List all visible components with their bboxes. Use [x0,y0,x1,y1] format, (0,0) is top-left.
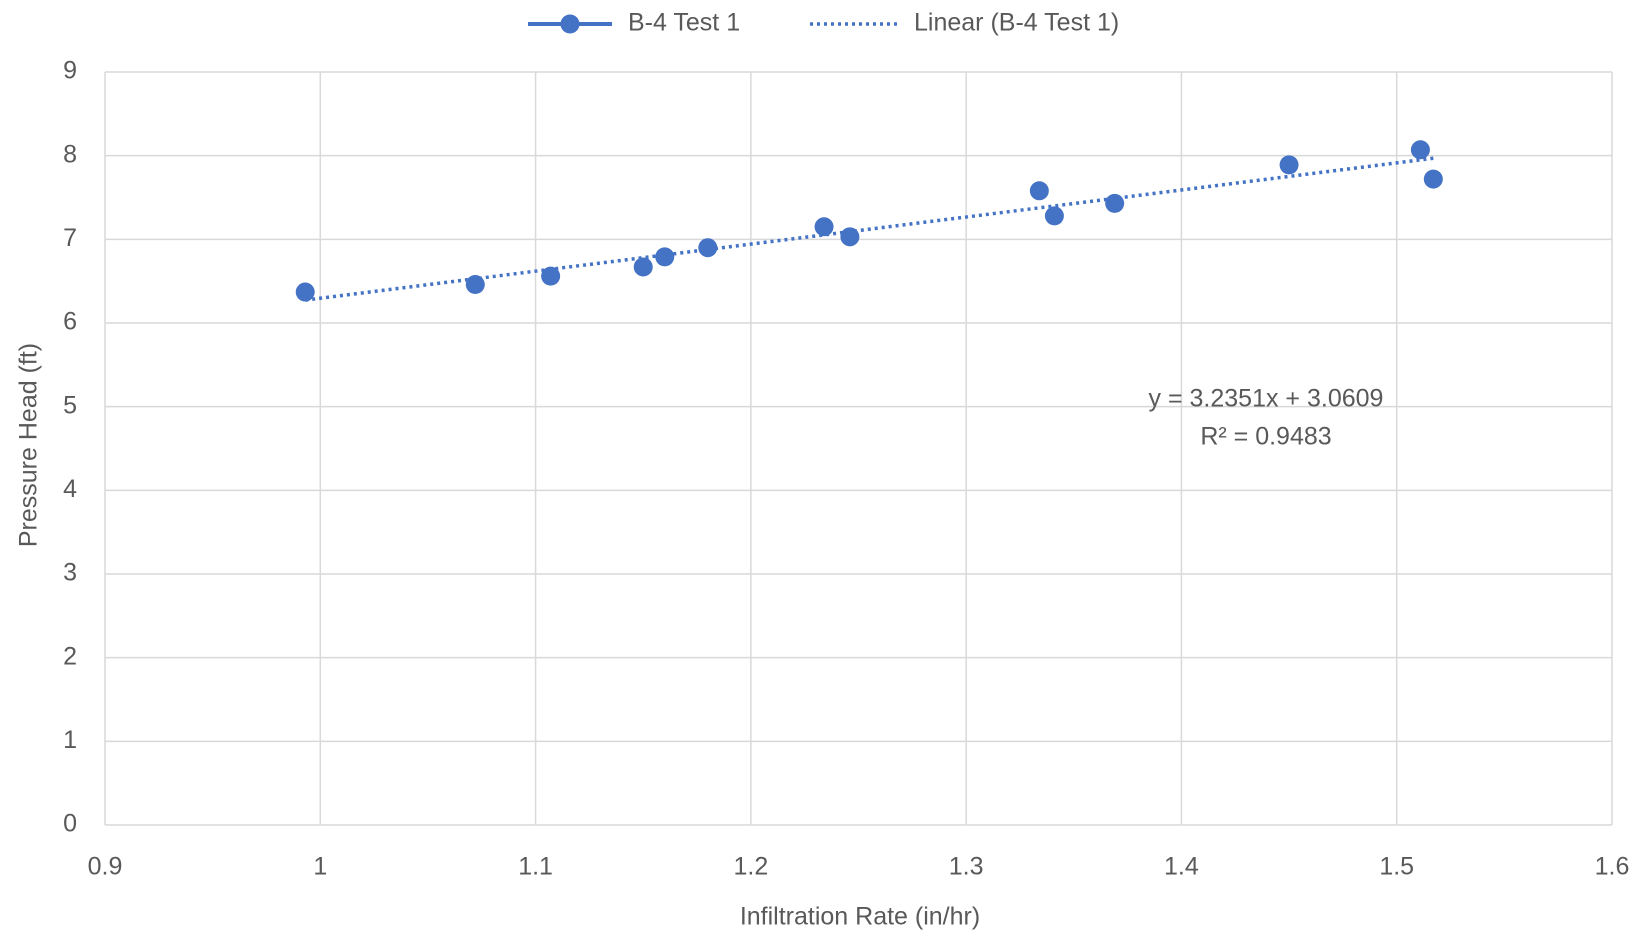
data-point [633,257,653,277]
y-tick-label: 8 [63,140,77,168]
x-tick-label: 1 [313,853,327,881]
x-tick-label: 0.9 [88,853,123,881]
y-tick-label: 4 [63,475,77,503]
data-point [295,282,315,302]
x-tick-label: 1.4 [1164,853,1199,881]
y-tick-label: 7 [63,224,77,252]
y-tick-label: 6 [63,308,77,336]
data-point [1105,193,1125,213]
y-axis-title: Pressure Head (ft) [15,343,43,547]
legend-label: B-4 Test 1 [628,9,740,37]
data-point [814,217,834,237]
trendline-equation: y = 3.2351x + 3.0609 [1149,385,1384,413]
data-point [1279,155,1299,175]
trendline [304,156,1434,302]
data-point [698,238,718,258]
data-point [1029,181,1049,201]
x-tick-label: 1.6 [1595,853,1630,881]
y-tick-label: 9 [63,57,77,85]
legend-marker [560,14,580,34]
x-axis-title: Infiltration Rate (in/hr) [740,903,980,931]
y-tick-label: 5 [63,391,77,419]
y-tick-label: 1 [63,726,77,754]
x-tick-label: 1.5 [1379,853,1414,881]
x-tick-label: 1.3 [949,853,984,881]
y-tick-label: 2 [63,642,77,670]
data-point [541,266,561,286]
trendline-r2: R² = 0.9483 [1200,423,1331,451]
y-tick-label: 3 [63,559,77,587]
data-point [1423,169,1443,189]
x-tick-label: 1.1 [518,853,553,881]
data-point [655,247,675,267]
data-point [465,275,485,295]
data-point [1410,140,1430,160]
data-point [1044,206,1064,226]
x-tick-label: 1.2 [733,853,768,881]
legend-label: Linear (B-4 Test 1) [914,9,1119,37]
y-tick-label: 0 [63,810,77,838]
